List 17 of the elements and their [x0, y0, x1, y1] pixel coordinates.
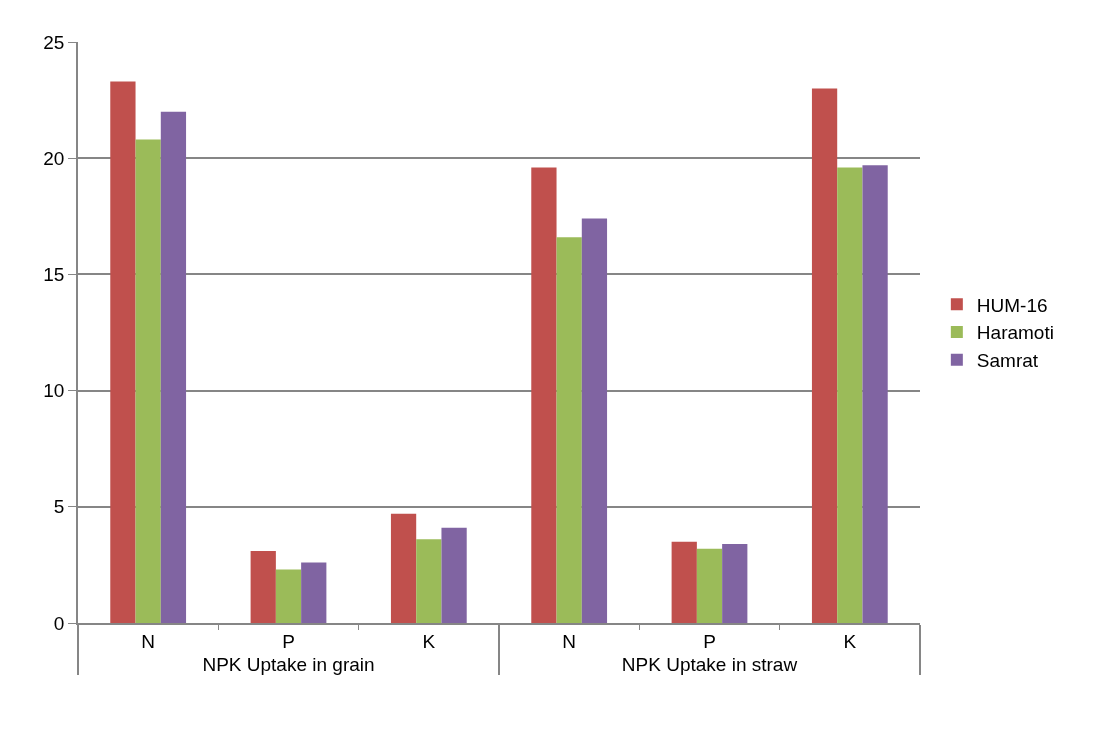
legend-label: Haramoti	[976, 322, 1054, 344]
y-tick-label: 20	[43, 147, 65, 169]
text: NPK Uptake in straw	[621, 653, 798, 675]
x-tick-label: P	[703, 630, 716, 652]
y-tick-label: 0	[53, 612, 65, 634]
x-tick-label: N	[562, 630, 577, 652]
x-tick-label: P	[282, 630, 295, 652]
y-tick-label: 15	[43, 264, 65, 286]
x-tick-label: K	[843, 630, 857, 652]
x-tick-label: K	[422, 630, 436, 652]
legend-label: HUM-16	[976, 294, 1048, 316]
legend-label: Samrat	[976, 350, 1039, 372]
x-tick-label: N	[141, 630, 156, 652]
y-tick-label: 10	[43, 380, 65, 402]
y-tick-label: 5	[53, 496, 65, 518]
text: NPK Uptake in grain	[202, 653, 375, 675]
y-tick-label: 25	[43, 31, 65, 53]
